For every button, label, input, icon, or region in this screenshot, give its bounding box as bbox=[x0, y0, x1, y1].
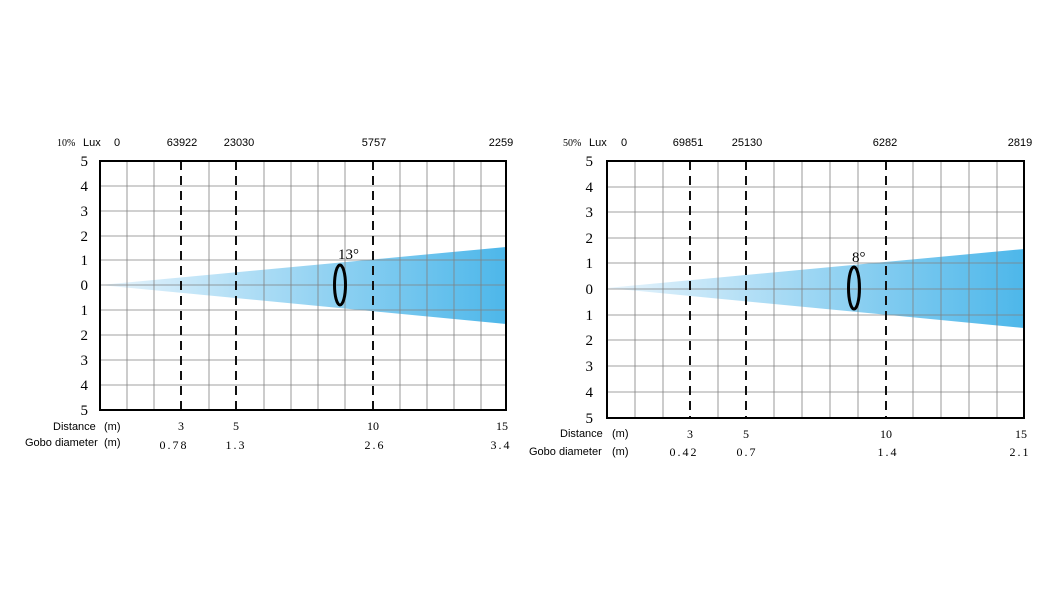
diameter-value: 3.4 bbox=[491, 438, 512, 452]
distance-value: 5 bbox=[743, 427, 749, 441]
y-tick: 2 bbox=[586, 231, 594, 247]
diameter-value: 0.7 bbox=[737, 445, 758, 459]
lux-value: 5757 bbox=[362, 137, 386, 149]
gobo-label: Gobo diameter bbox=[529, 446, 602, 458]
lux-value: 25130 bbox=[732, 137, 763, 149]
y-tick: 1 bbox=[81, 303, 89, 319]
y-tick: 2 bbox=[81, 328, 89, 344]
distance-markers bbox=[689, 161, 887, 418]
distance-markers bbox=[180, 161, 374, 410]
diameter-value: 2.1 bbox=[1010, 445, 1031, 459]
y-tick: 1 bbox=[586, 256, 594, 272]
distance-values: 3 5 10 15 bbox=[178, 419, 508, 433]
beam-cone bbox=[607, 249, 1024, 328]
distance-value: 10 bbox=[880, 427, 892, 441]
y-tick: 3 bbox=[81, 353, 89, 369]
diameter-value: 2.6 bbox=[365, 438, 386, 452]
y-axis-ticks: 5 4 3 2 1 0 1 2 3 4 5 bbox=[81, 154, 89, 419]
lux-label: Lux bbox=[589, 137, 607, 149]
plot-frame bbox=[99, 160, 507, 411]
distance-label: Distance bbox=[560, 428, 603, 440]
lux-value: 6282 bbox=[873, 137, 897, 149]
diameter-value: 0.42 bbox=[670, 445, 699, 459]
lux-value: 0 bbox=[621, 137, 627, 149]
distance-values: 3 5 10 15 bbox=[687, 427, 1027, 441]
lux-value: 2819 bbox=[1008, 137, 1032, 149]
lux-value: 69851 bbox=[673, 137, 704, 149]
y-tick: 1 bbox=[81, 253, 89, 269]
lux-value: 0 bbox=[114, 137, 120, 149]
grid bbox=[100, 161, 506, 410]
distance-value: 3 bbox=[178, 419, 184, 433]
y-tick: 4 bbox=[586, 385, 594, 401]
diameter-values: 0.42 0.7 1.4 2.1 bbox=[670, 445, 1031, 459]
distance-value: 15 bbox=[496, 419, 508, 433]
diameter-values: 0.78 1.3 2.6 3.4 bbox=[160, 438, 512, 452]
y-tick: 2 bbox=[81, 229, 89, 245]
y-tick: 5 bbox=[81, 154, 89, 170]
beam-cone bbox=[100, 247, 506, 324]
beam-panel-50pct: 50% Lux 0 69851 25130 6282 2819 bbox=[529, 137, 1032, 459]
y-tick: 1 bbox=[586, 308, 594, 324]
lux-value: 63922 bbox=[167, 137, 198, 149]
y-tick: 4 bbox=[81, 179, 89, 195]
lux-prefix: 10% bbox=[57, 138, 75, 149]
y-tick: 4 bbox=[586, 180, 594, 196]
gobo-unit: (m) bbox=[612, 446, 629, 458]
distance-value: 15 bbox=[1015, 427, 1027, 441]
distance-value: 3 bbox=[687, 427, 693, 441]
y-tick: 3 bbox=[586, 359, 594, 375]
distance-value: 5 bbox=[233, 419, 239, 433]
gobo-unit: (m) bbox=[104, 437, 121, 449]
lux-value: 2259 bbox=[489, 137, 513, 149]
y-tick: 3 bbox=[586, 205, 594, 221]
y-tick: 5 bbox=[81, 403, 89, 419]
lux-prefix: 50% bbox=[563, 138, 581, 149]
diameter-value: 1.4 bbox=[878, 445, 899, 459]
distance-label: Distance bbox=[53, 421, 96, 433]
distance-unit: (m) bbox=[612, 428, 629, 440]
y-tick: 5 bbox=[586, 411, 594, 427]
lux-label: Lux bbox=[83, 137, 101, 149]
y-tick: 0 bbox=[81, 278, 89, 294]
y-tick: 3 bbox=[81, 204, 89, 220]
y-tick: 2 bbox=[586, 333, 594, 349]
lux-value: 23030 bbox=[224, 137, 255, 149]
plot-frame bbox=[606, 160, 1025, 419]
distance-unit: (m) bbox=[104, 421, 121, 433]
beam-cross-section bbox=[847, 265, 861, 311]
beam-panel-10pct: 10% Lux 0 63922 23030 5757 2259 bbox=[25, 137, 513, 452]
y-tick: 4 bbox=[81, 378, 89, 394]
y-axis-ticks: 5 4 3 2 1 0 1 2 3 4 5 bbox=[586, 154, 594, 427]
distance-value: 10 bbox=[367, 419, 379, 433]
diameter-value: 0.78 bbox=[160, 438, 189, 452]
beam-angle-label: 8° bbox=[852, 250, 866, 266]
diameter-value: 1.3 bbox=[226, 438, 247, 452]
beam-angle-label: 13° bbox=[338, 247, 359, 263]
y-tick: 5 bbox=[586, 154, 594, 170]
beam-cross-section bbox=[333, 263, 347, 307]
gobo-label: Gobo diameter bbox=[25, 437, 98, 449]
y-tick: 0 bbox=[586, 282, 594, 298]
